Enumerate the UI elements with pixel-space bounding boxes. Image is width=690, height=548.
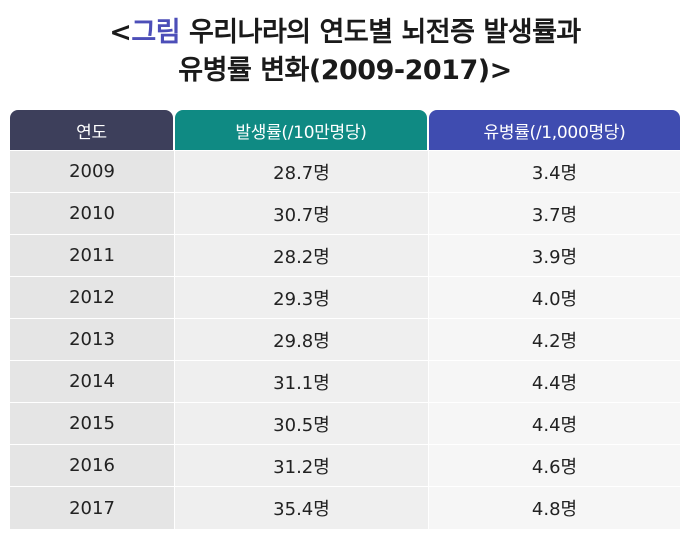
- cell-prevalence: 3.7명: [429, 193, 680, 234]
- cell-year: 2015: [10, 403, 175, 444]
- cell-incidence: 30.7명: [175, 193, 429, 234]
- header-prevalence: 유병률(/1,000명당): [429, 110, 680, 150]
- table-row: 2011 28.2명 3.9명: [10, 235, 680, 277]
- table-row: 2015 30.5명 4.4명: [10, 403, 680, 445]
- cell-year: 2013: [10, 319, 175, 360]
- title-line-1-text: 우리나라의 연도별 뇌전증 발생률과: [180, 17, 581, 48]
- header-incidence: 발생률(/10만명당): [175, 110, 427, 150]
- cell-year: 2009: [10, 151, 175, 192]
- title-accent-label: 그림: [131, 17, 181, 48]
- table-row: 2009 28.7명 3.4명: [10, 151, 680, 193]
- data-table: 연도 발생률(/10만명당) 유병률(/1,000명당) 2009 28.7명 …: [10, 110, 680, 529]
- header-year: 연도: [10, 110, 173, 150]
- table-row: 2012 29.3명 4.0명: [10, 277, 680, 319]
- cell-incidence: 28.2명: [175, 235, 429, 276]
- table-header-row: 연도 발생률(/10만명당) 유병률(/1,000명당): [10, 110, 680, 150]
- cell-prevalence: 3.9명: [429, 235, 680, 276]
- cell-year: 2010: [10, 193, 175, 234]
- cell-incidence: 29.3명: [175, 277, 429, 318]
- title-line-2: 유병률 변화(2009-2017)>: [178, 55, 512, 86]
- cell-year: 2016: [10, 445, 175, 486]
- cell-incidence: 35.4명: [175, 487, 429, 529]
- cell-prevalence: 4.6명: [429, 445, 680, 486]
- cell-prevalence: 4.4명: [429, 361, 680, 402]
- cell-incidence: 29.8명: [175, 319, 429, 360]
- cell-year: 2012: [10, 277, 175, 318]
- cell-year: 2014: [10, 361, 175, 402]
- cell-prevalence: 4.4명: [429, 403, 680, 444]
- table-row: 2017 35.4명 4.8명: [10, 487, 680, 529]
- figure-title: <그림 우리나라의 연도별 뇌전증 발생률과 유병률 변화(2009-2017)…: [0, 14, 690, 90]
- cell-prevalence: 4.0명: [429, 277, 680, 318]
- cell-prevalence: 4.2명: [429, 319, 680, 360]
- cell-incidence: 28.7명: [175, 151, 429, 192]
- cell-incidence: 31.1명: [175, 361, 429, 402]
- table-row: 2016 31.2명 4.6명: [10, 445, 680, 487]
- table-row: 2014 31.1명 4.4명: [10, 361, 680, 403]
- title-line-1: <그림 우리나라의 연도별 뇌전증 발생률과: [0, 14, 690, 52]
- title-open-bracket: <: [109, 17, 132, 48]
- cell-year: 2011: [10, 235, 175, 276]
- cell-prevalence: 4.8명: [429, 487, 680, 529]
- cell-prevalence: 3.4명: [429, 151, 680, 192]
- table-row: 2013 29.8명 4.2명: [10, 319, 680, 361]
- cell-incidence: 31.2명: [175, 445, 429, 486]
- cell-year: 2017: [10, 487, 175, 529]
- cell-incidence: 30.5명: [175, 403, 429, 444]
- table-row: 2010 30.7명 3.7명: [10, 193, 680, 235]
